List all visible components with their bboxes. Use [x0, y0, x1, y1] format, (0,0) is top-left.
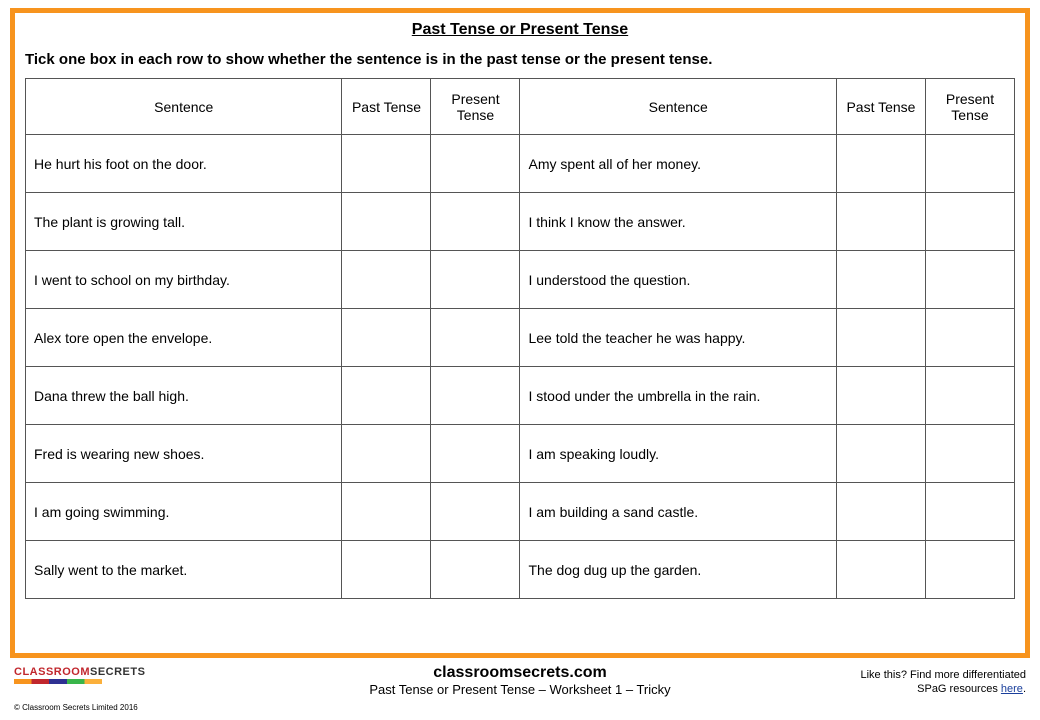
- table-row: He hurt his foot on the door. Amy spent a…: [26, 135, 1015, 193]
- present-tick-left[interactable]: [431, 483, 520, 541]
- sentence-cell-right: I stood under the umbrella in the rain.: [520, 367, 836, 425]
- promo-line-1: Like this? Find more differentiated: [861, 668, 1027, 682]
- resources-link[interactable]: here: [1001, 683, 1023, 695]
- past-tick-right[interactable]: [836, 135, 925, 193]
- table-row: The plant is growing tall. I think I know…: [26, 193, 1015, 251]
- sentence-cell-right: Lee told the teacher he was happy.: [520, 309, 836, 367]
- present-tick-left[interactable]: [431, 425, 520, 483]
- sentence-cell-right: The dog dug up the garden.: [520, 541, 836, 599]
- sentence-cell-left: Fred is wearing new shoes.: [26, 425, 342, 483]
- past-tick-right[interactable]: [836, 251, 925, 309]
- sentence-cell-right: I understood the question.: [520, 251, 836, 309]
- present-tick-right[interactable]: [925, 193, 1014, 251]
- past-tick-left[interactable]: [342, 367, 431, 425]
- instruction-text: Tick one box in each row to show whether…: [25, 51, 1015, 68]
- tense-table: Sentence Past Tense Present Tense Senten…: [25, 78, 1015, 599]
- table-row: Dana threw the ball high. I stood under t…: [26, 367, 1015, 425]
- sentence-cell-right: Amy spent all of her money.: [520, 135, 836, 193]
- past-tick-left[interactable]: [342, 541, 431, 599]
- past-tick-right[interactable]: [836, 193, 925, 251]
- worksheet-title: Past Tense or Present Tense: [25, 21, 1015, 39]
- past-tick-left[interactable]: [342, 309, 431, 367]
- past-tick-left[interactable]: [342, 425, 431, 483]
- present-tick-left[interactable]: [431, 251, 520, 309]
- promo-line-2: SPaG resources here.: [861, 682, 1027, 696]
- header-present-left: Present Tense: [431, 79, 520, 135]
- past-tick-right[interactable]: [836, 309, 925, 367]
- sentence-cell-right: I am building a sand castle.: [520, 483, 836, 541]
- table-body: He hurt his foot on the door. Amy spent a…: [26, 135, 1015, 599]
- present-tick-left[interactable]: [431, 367, 520, 425]
- sentence-cell-left: He hurt his foot on the door.: [26, 135, 342, 193]
- sentence-cell-left: The plant is growing tall.: [26, 193, 342, 251]
- sentence-cell-left: I am going swimming.: [26, 483, 342, 541]
- sentence-cell-left: Sally went to the market.: [26, 541, 342, 599]
- present-tick-right[interactable]: [925, 251, 1014, 309]
- past-tick-left[interactable]: [342, 483, 431, 541]
- past-tick-left[interactable]: [342, 193, 431, 251]
- past-tick-right[interactable]: [836, 483, 925, 541]
- table-row: I went to school on my birthday. I unders…: [26, 251, 1015, 309]
- header-past-right: Past Tense: [836, 79, 925, 135]
- present-tick-right[interactable]: [925, 425, 1014, 483]
- sentence-cell-left: Dana threw the ball high.: [26, 367, 342, 425]
- present-tick-left[interactable]: [431, 309, 520, 367]
- present-tick-right[interactable]: [925, 367, 1014, 425]
- sentence-cell-right: I think I know the answer.: [520, 193, 836, 251]
- copyright-text: © Classroom Secrets Limited 2016: [14, 703, 138, 712]
- table-header-row: Sentence Past Tense Present Tense Senten…: [26, 79, 1015, 135]
- worksheet-frame: Past Tense or Present Tense Tick one box…: [10, 8, 1030, 658]
- header-present-right: Present Tense: [925, 79, 1014, 135]
- header-sentence-right: Sentence: [520, 79, 836, 135]
- sentence-cell-left: Alex tore open the envelope.: [26, 309, 342, 367]
- past-tick-left[interactable]: [342, 135, 431, 193]
- present-tick-left[interactable]: [431, 135, 520, 193]
- past-tick-right[interactable]: [836, 367, 925, 425]
- table-row: Alex tore open the envelope. Lee told the…: [26, 309, 1015, 367]
- present-tick-right[interactable]: [925, 483, 1014, 541]
- footer-promo: Like this? Find more differentiated SPaG…: [861, 668, 1027, 697]
- present-tick-left[interactable]: [431, 193, 520, 251]
- past-tick-right[interactable]: [836, 425, 925, 483]
- present-tick-right[interactable]: [925, 309, 1014, 367]
- header-sentence-left: Sentence: [26, 79, 342, 135]
- past-tick-left[interactable]: [342, 251, 431, 309]
- past-tick-right[interactable]: [836, 541, 925, 599]
- sentence-cell-left: I went to school on my birthday.: [26, 251, 342, 309]
- present-tick-right[interactable]: [925, 135, 1014, 193]
- sentence-cell-right: I am speaking loudly.: [520, 425, 836, 483]
- page-footer: CLASSROOMSECRETS classroomsecrets.com Pa…: [0, 664, 1040, 714]
- present-tick-right[interactable]: [925, 541, 1014, 599]
- table-row: Fred is wearing new shoes. I am speaking …: [26, 425, 1015, 483]
- present-tick-left[interactable]: [431, 541, 520, 599]
- table-row: Sally went to the market. The dog dug up …: [26, 541, 1015, 599]
- header-past-left: Past Tense: [342, 79, 431, 135]
- table-row: I am going swimming. I am building a sand…: [26, 483, 1015, 541]
